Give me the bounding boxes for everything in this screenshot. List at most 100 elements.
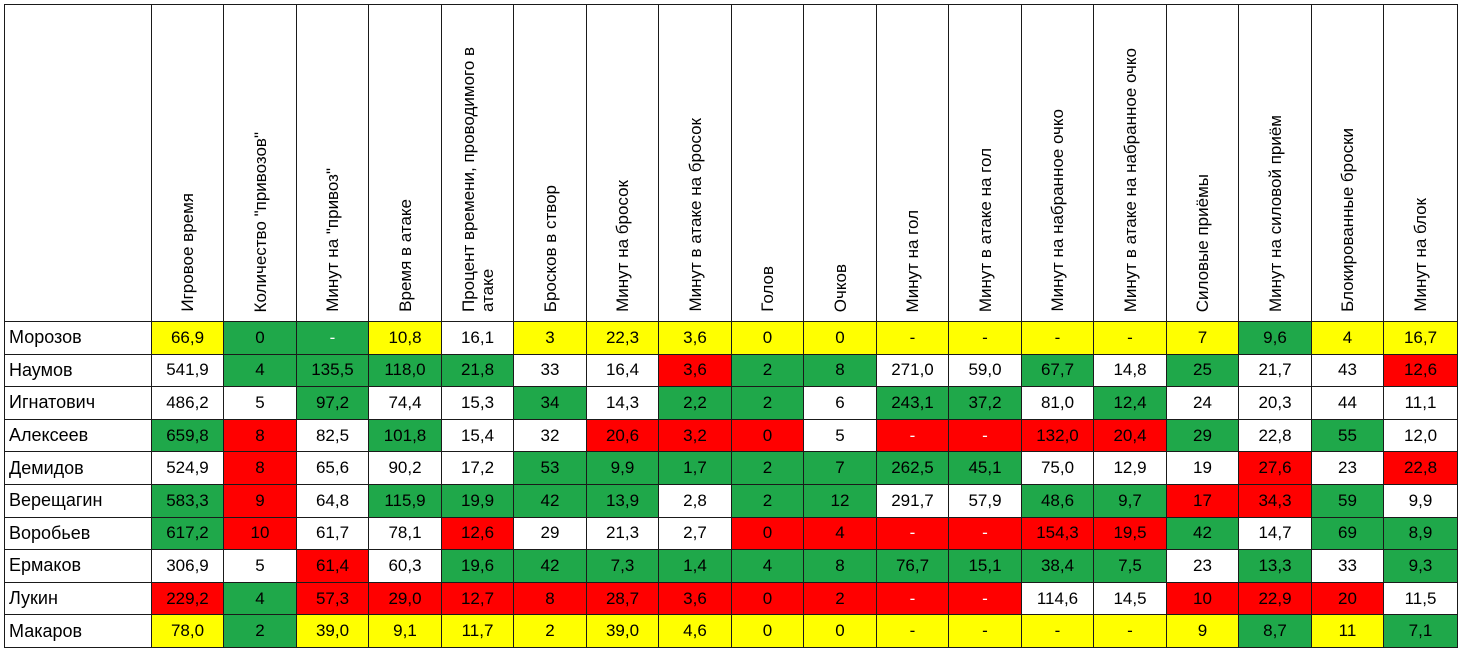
stat-cell: 12,4 [1093,386,1167,420]
stat-cell: 57,9 [948,483,1022,518]
stat-cell: 22,9 [1238,581,1312,616]
stat-cell: 9,3 [1383,549,1458,583]
stat-cell: 14,7 [1238,516,1312,551]
column-header-label: Минут на гол [903,209,922,312]
stat-cell: - [876,614,949,648]
stat-cell: 3,6 [658,353,732,388]
stat-cell: 7 [803,451,877,485]
stat-cell: 4,6 [658,614,732,648]
stat-cell: 8 [223,451,297,485]
stat-cell: 9,1 [368,614,442,648]
stat-cell: 37,2 [948,386,1022,420]
column-header-label: Минут в атаке на гол [975,147,995,312]
table-row: Воробьев 617,2 10 61,7 78,1 12,6 29 21,3 2,7 0 4- -… [4,516,1458,551]
stat-cell: 3,6 [658,321,732,355]
stat-cell: 33 [1311,549,1384,583]
stat-cell: 4 [803,516,877,551]
stat-cell: 262,5 [876,451,949,485]
column-header-label: Время в атаке [395,199,415,312]
player-name: Алексеев [4,418,152,453]
player-name: Ермаков [4,549,152,583]
stat-cell: 12,6 [441,516,514,551]
stat-cell: 64,8 [296,483,369,518]
table-row: Ермаков 306,9 5 61,4 60,3 19,6 42 7,3 1,4 4 8 76,7 1… [4,549,1458,583]
player-name: Верещагин [4,483,152,518]
stat-cell: 20 [1311,581,1384,616]
stat-cell: - [876,581,949,616]
stat-cell: - [948,581,1022,616]
column-header: Бросков в створ [513,4,587,322]
stat-cell: 541,9 [151,353,224,388]
stat-cell: 90,2 [368,451,442,485]
stat-cell: 42 [513,483,587,518]
stat-cell: 61,4 [296,549,369,583]
stat-cell: 19,6 [441,549,514,583]
table-row: Демидов 524,9 8 65,6 90,2 17,2 53 9,9 1,7 2 7 262,5… [4,451,1458,485]
stat-cell: 15,1 [948,549,1022,583]
stat-cell: - [1021,614,1094,648]
stat-cell: 15,4 [441,418,514,453]
stat-cell: 306,9 [151,549,224,583]
stat-cell: 81,0 [1021,386,1094,420]
column-header-label: Минут на "привоз" [323,168,342,312]
stat-cell: 22,8 [1383,451,1458,485]
stat-cell: 44 [1311,386,1384,420]
stat-cell: 12 [803,483,877,518]
stat-cell: 9,9 [586,451,659,485]
player-name: Наумов [4,353,152,388]
table-row: Морозов 66,9 0-10,8 16,1 3 22,3 3,6 0 0- - - -7 9,6 4… [4,321,1458,355]
stat-cell: 14,3 [586,386,659,420]
corner-cell [4,4,152,322]
stat-cell: 0 [731,516,804,551]
stat-cell: 75,0 [1021,451,1094,485]
stat-cell: 7,3 [586,549,659,583]
stat-cell: 9 [1166,614,1239,648]
column-header-label: Минут в атаке на бросок [685,118,705,312]
column-header-label: Минут на набранное очко [1048,109,1067,312]
table-row: Верещагин 583,3 9 64,8 115,9 19,9 42 13,9 2,8 2 12… [4,483,1458,518]
stat-cell: 23 [1311,451,1384,485]
stat-cell: 11,1 [1383,386,1458,420]
stat-cell: - [876,418,949,453]
stat-cell: 20,3 [1238,386,1312,420]
stat-cell: 27,6 [1238,451,1312,485]
stat-cell: 271,0 [876,353,949,388]
stat-cell: 19 [1166,451,1239,485]
column-header: Минут на "привоз" [296,4,369,322]
stat-cell: - [876,516,949,551]
stat-cell: 32 [513,418,587,453]
stat-cell: 69 [1311,516,1384,551]
stat-cell: 20,4 [1093,418,1167,453]
stat-cell: 9 [223,483,297,518]
stat-cell: 19,9 [441,483,514,518]
stat-cell: 16,1 [441,321,514,355]
stat-cell: 7,1 [1383,614,1458,648]
stat-cell: 1,7 [658,451,732,485]
stat-cell: 15,3 [441,386,514,420]
column-header-label: Процент времени, проводимого в атаке [458,46,497,312]
stat-cell: 2 [803,581,877,616]
player-name: Макаров [4,614,152,648]
stat-cell: 4 [223,353,297,388]
stat-cell: - [1093,321,1167,355]
stat-cell: 21,8 [441,353,514,388]
column-header-label: Минут в атаке на набранное очко [1120,47,1140,312]
stat-cell: 617,2 [151,516,224,551]
stat-cell: 20,6 [586,418,659,453]
stat-cell: 12,9 [1093,451,1167,485]
stat-cell: 9,6 [1238,321,1312,355]
stat-cell: - [296,321,369,355]
stat-cell: 0 [731,321,804,355]
column-header: Минут в атаке на набранное очко [1093,4,1167,322]
table-row: Алексеев 659,8 8 82,5 101,8 15,4 32 20,6 3,2 0 5- -… [4,418,1458,453]
stat-cell: 8,7 [1238,614,1312,648]
stat-cell: 0 [731,581,804,616]
player-name: Воробьев [4,516,152,551]
stat-cell: 6 [803,386,877,420]
player-stats-table: Игровое время Количество "привозов" Минут … [4,4,1458,648]
column-header: Блокированные броски [1311,4,1384,322]
column-header-label: Голов [758,266,777,312]
player-name: Демидов [4,451,152,485]
stat-cell: 39,0 [296,614,369,648]
column-header-label: Минут на бросок [613,180,632,312]
